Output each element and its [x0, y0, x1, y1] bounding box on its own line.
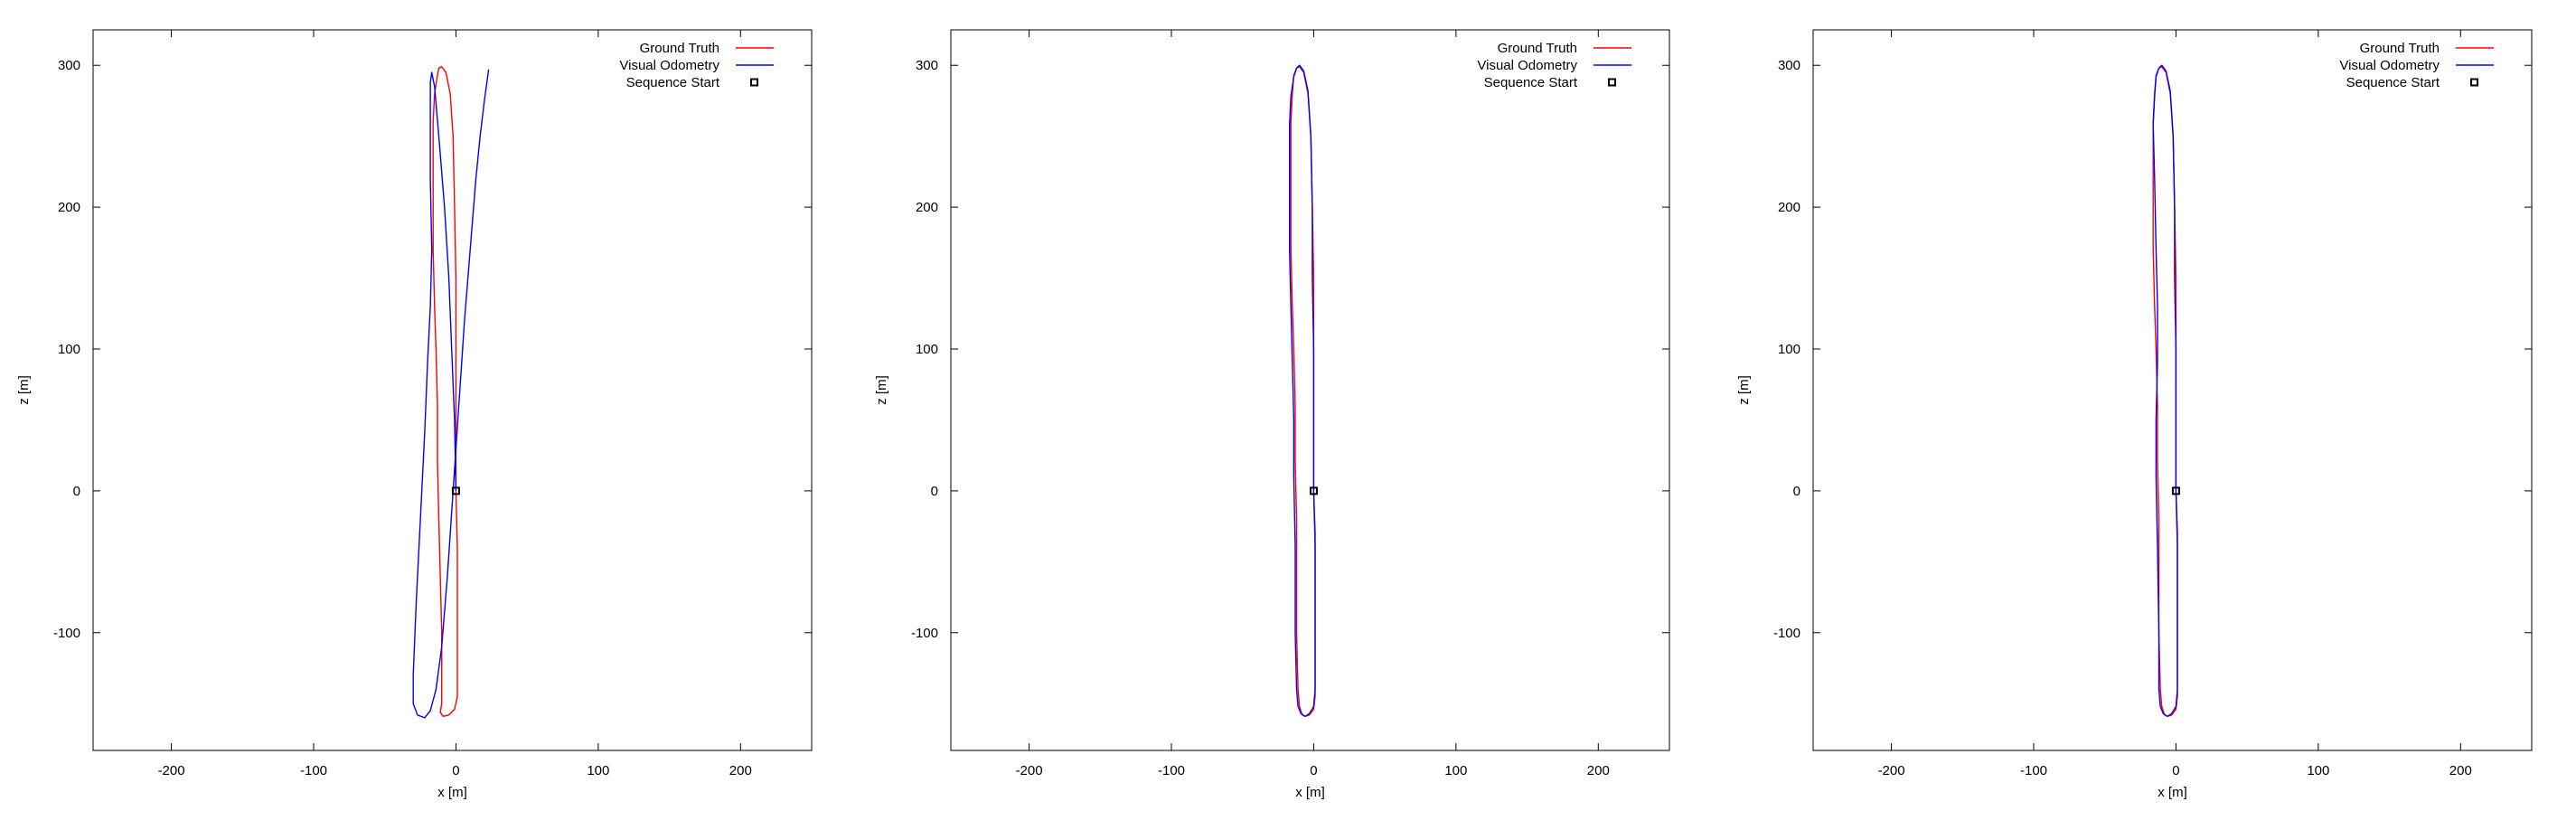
x-tick-label: -100 — [300, 763, 327, 778]
legend-label: Ground Truth — [640, 41, 719, 56]
y-tick-label: 300 — [916, 58, 938, 73]
y-tick-label: 100 — [1778, 342, 1800, 357]
x-axis-label: x [m] — [2158, 785, 2187, 800]
legend-label: Sequence Start — [626, 75, 720, 90]
legend-label: Visual Odometry — [619, 58, 719, 73]
x-tick-label: -100 — [2020, 763, 2047, 778]
y-tick-label: -100 — [911, 626, 938, 641]
y-tick-label: 0 — [931, 484, 938, 499]
plot-panel-1: -200 -100 0 100 200 -100 0 100 200 300 x [m] z [m] G… — [16, 29, 813, 800]
legend-swatch-square — [1608, 78, 1616, 87]
y-tick-label: 300 — [1778, 58, 1800, 73]
x-tick-label: 200 — [2449, 763, 2472, 778]
x-tick-label: -200 — [1878, 763, 1905, 778]
y-tick-label: -100 — [53, 626, 80, 641]
sequence-start-marker — [1309, 486, 1318, 495]
legend-label: Ground Truth — [2360, 41, 2440, 56]
y-axis-label: z [m] — [16, 375, 32, 405]
y-tick-label: 200 — [1778, 200, 1800, 215]
series-line-visual-odometry — [1288, 64, 1316, 717]
y-tick-label: 100 — [58, 342, 80, 357]
legend-label: Ground Truth — [1498, 41, 1577, 56]
x-axis-label: x [m] — [437, 785, 467, 800]
legend-label: Sequence Start — [1484, 75, 1578, 90]
x-tick-label: -200 — [1016, 763, 1043, 778]
y-tick-label: 300 — [58, 58, 80, 73]
x-axis-label: x [m] — [1295, 785, 1325, 800]
x-tick-label: -200 — [158, 763, 185, 778]
x-tick-label: 100 — [1444, 763, 1467, 778]
y-axis-label: z [m] — [1736, 375, 1752, 405]
series-line-visual-odometry — [412, 69, 490, 719]
legend-label: Visual Odometry — [2339, 58, 2440, 73]
y-tick-label: 100 — [916, 342, 938, 357]
x-tick-label: 0 — [1310, 763, 1317, 778]
x-tick-label: 100 — [587, 763, 609, 778]
plot-frame — [1812, 29, 2533, 751]
series-line-ground-truth — [432, 66, 458, 717]
sequence-start-marker — [451, 486, 460, 495]
plot-frame — [92, 29, 813, 751]
plot-panel-2: -200 -100 0 100 200 -100 0 100 200 300 x [m] z [m] G… — [874, 29, 1670, 800]
plot-panel-3: -200 -100 0 100 200 -100 0 100 200 300 x [m] z [m] G… — [1736, 29, 2533, 800]
x-tick-label: 100 — [2307, 763, 2329, 778]
sequence-start-marker — [2171, 486, 2180, 495]
legend-label: Visual Odometry — [1477, 58, 1577, 73]
y-tick-label: 200 — [916, 200, 938, 215]
legend-swatch-square — [2470, 78, 2478, 87]
legend-label: Sequence Start — [2346, 75, 2440, 90]
y-axis-label: z [m] — [874, 375, 889, 405]
x-tick-label: 0 — [452, 763, 459, 778]
y-tick-label: 0 — [1793, 484, 1800, 499]
legend-swatch-square — [750, 78, 758, 87]
y-tick-label: 200 — [58, 200, 80, 215]
y-tick-label: 0 — [73, 484, 80, 499]
x-tick-label: 200 — [1587, 763, 1610, 778]
y-tick-label: -100 — [1773, 626, 1800, 641]
x-tick-label: 0 — [2172, 763, 2179, 778]
series-line-visual-odometry — [2152, 64, 2178, 717]
plot-frame — [950, 29, 1670, 751]
x-tick-label: -100 — [1158, 763, 1185, 778]
x-tick-label: 200 — [729, 763, 752, 778]
